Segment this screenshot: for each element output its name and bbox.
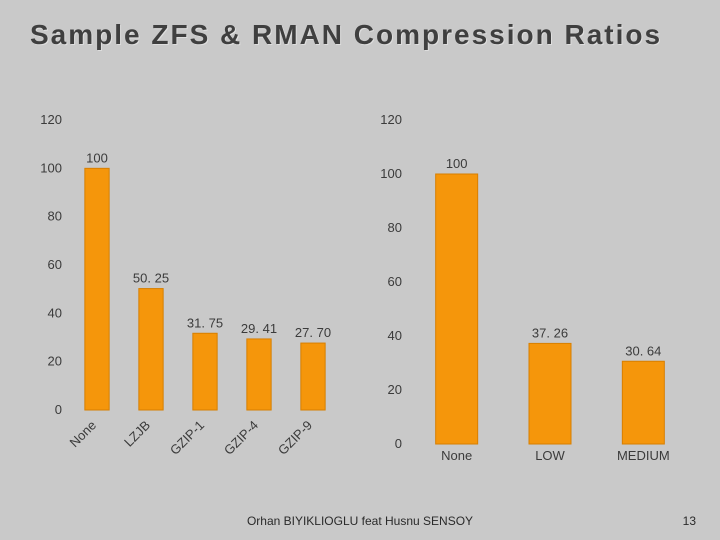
svg-text:120: 120 (40, 112, 62, 127)
svg-text:20: 20 (388, 382, 402, 397)
bar-value-label: 37. 26 (532, 325, 568, 340)
chart-right: 0 20 40 60 80 100 120 100 None 37. 26 LOW 30. 64 MED… (370, 110, 700, 480)
category-label: GZIP-9 (275, 418, 315, 458)
bar (139, 289, 163, 410)
slide: Sample ZFS & RMAN Compression Ratios 0 20… (0, 0, 720, 540)
svg-text:40: 40 (388, 328, 402, 343)
svg-text:60: 60 (388, 274, 402, 289)
bar-value-label: 50. 25 (133, 271, 169, 286)
svg-text:120: 120 (380, 112, 402, 127)
svg-text:40: 40 (48, 305, 62, 320)
category-label: MEDIUM (617, 448, 670, 463)
bar (529, 343, 571, 444)
svg-text:0: 0 (395, 436, 402, 451)
bar-value-label: 27. 70 (295, 325, 331, 340)
chart-left: 0 20 40 60 80 100 120 100 None 50. 25 LZJB 31. 75 GZ… (30, 110, 350, 480)
svg-text:100: 100 (380, 166, 402, 181)
bar-value-label: 30. 64 (625, 343, 661, 358)
category-label: None (67, 418, 100, 451)
bar (436, 174, 478, 444)
bar-value-label: 29. 41 (241, 321, 277, 336)
slide-title: Sample ZFS & RMAN Compression Ratios (30, 18, 662, 52)
category-label: None (441, 448, 472, 463)
footer-text: Orhan BIYIKLIOGLU feat Husnu SENSOY (0, 514, 720, 528)
category-label: GZIP-4 (221, 418, 261, 458)
category-label: GZIP-1 (167, 418, 207, 458)
svg-text:20: 20 (48, 354, 62, 369)
bar-value-label: 100 (86, 150, 108, 165)
bar (193, 333, 217, 410)
page-number: 13 (683, 514, 696, 528)
bar (247, 339, 271, 410)
svg-text:100: 100 (40, 160, 62, 175)
svg-text:0: 0 (55, 402, 62, 417)
svg-text:80: 80 (48, 209, 62, 224)
bar-value-label: 100 (446, 156, 468, 171)
svg-text:80: 80 (388, 220, 402, 235)
category-label: LOW (535, 448, 565, 463)
bar-value-label: 31. 75 (187, 315, 223, 330)
bar (622, 361, 664, 444)
svg-text:60: 60 (48, 257, 62, 272)
category-label: LZJB (121, 418, 153, 450)
bar (85, 168, 109, 410)
bar (301, 343, 325, 410)
